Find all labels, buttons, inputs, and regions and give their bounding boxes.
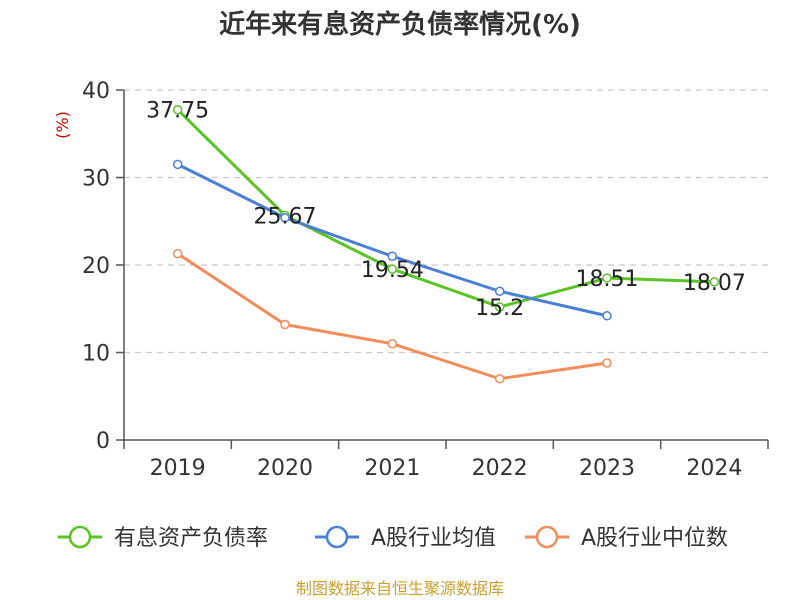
data-label: 18.51 xyxy=(576,267,639,292)
data-label: 18.07 xyxy=(683,271,746,296)
legend-marker xyxy=(325,525,349,549)
legend: 有息资产负债率 A股行业均值 A股行业中位数 xyxy=(58,525,728,551)
data-point xyxy=(494,302,505,312)
y-tick-label: 20 xyxy=(82,254,110,279)
legend-marker xyxy=(535,525,559,549)
data-point xyxy=(602,273,612,283)
legend-label: 有息资产负债率 xyxy=(114,526,268,551)
x-tick-label: 2022 xyxy=(472,456,528,481)
data-point xyxy=(280,319,290,330)
data-labels: 37.75 25.67 19.54 15.2 18.51 18.07 xyxy=(146,99,746,321)
data-point xyxy=(172,248,183,259)
data-point xyxy=(387,251,398,261)
data-label: 37.75 xyxy=(146,99,209,124)
legend-label: A股行业均值 xyxy=(371,526,496,551)
data-point xyxy=(280,213,290,223)
legend-marker xyxy=(68,525,92,549)
data-point xyxy=(602,358,612,368)
series-line xyxy=(176,108,715,309)
grid-lines xyxy=(124,89,768,354)
x-tick-label: 2021 xyxy=(364,456,420,481)
data-point xyxy=(172,104,183,115)
series-group xyxy=(172,104,720,384)
source-note: 制图数据来自恒生聚源数据库 xyxy=(296,579,504,598)
data-point xyxy=(709,277,720,287)
x-tick-label: 2020 xyxy=(257,456,313,481)
data-point xyxy=(494,286,505,296)
x-tick-label: 2019 xyxy=(150,456,206,481)
series-line xyxy=(176,163,608,318)
data-label: 25.67 xyxy=(254,204,317,229)
data-point xyxy=(172,159,183,170)
data-point xyxy=(602,311,612,321)
data-point xyxy=(494,374,505,384)
data-point xyxy=(387,264,398,274)
chart-title: 近年来有息资产负债率情况(%) xyxy=(219,9,581,40)
x-tick-label: 2023 xyxy=(579,456,635,481)
axes: 0 10 20 30 40 2019 2020 2021 2022 2023 2024 xyxy=(82,79,769,481)
legend-label: A股行业中位数 xyxy=(581,526,728,551)
y-axis-label: (%) xyxy=(53,111,72,139)
y-tick-label: 30 xyxy=(82,167,110,192)
y-tick-label: 40 xyxy=(82,79,110,104)
y-tick-label: 10 xyxy=(82,342,110,367)
data-label: 19.54 xyxy=(361,258,424,283)
data-point xyxy=(387,339,398,349)
y-tick-label: 0 xyxy=(96,429,110,454)
x-tick-label: 2024 xyxy=(686,456,742,481)
data-label: 15.2 xyxy=(475,296,524,321)
